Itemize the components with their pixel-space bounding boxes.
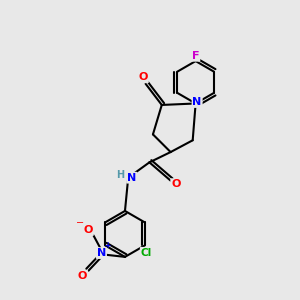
Text: +: + xyxy=(104,241,110,250)
Text: N: N xyxy=(193,97,202,107)
Text: F: F xyxy=(192,51,200,61)
Text: Cl: Cl xyxy=(141,248,152,258)
Text: O: O xyxy=(78,271,87,281)
Text: −: − xyxy=(76,218,84,228)
Text: O: O xyxy=(171,179,181,189)
Text: O: O xyxy=(83,225,93,235)
Text: N: N xyxy=(97,248,106,258)
Text: H: H xyxy=(116,170,124,180)
Text: O: O xyxy=(139,72,148,82)
Text: N: N xyxy=(127,173,136,183)
